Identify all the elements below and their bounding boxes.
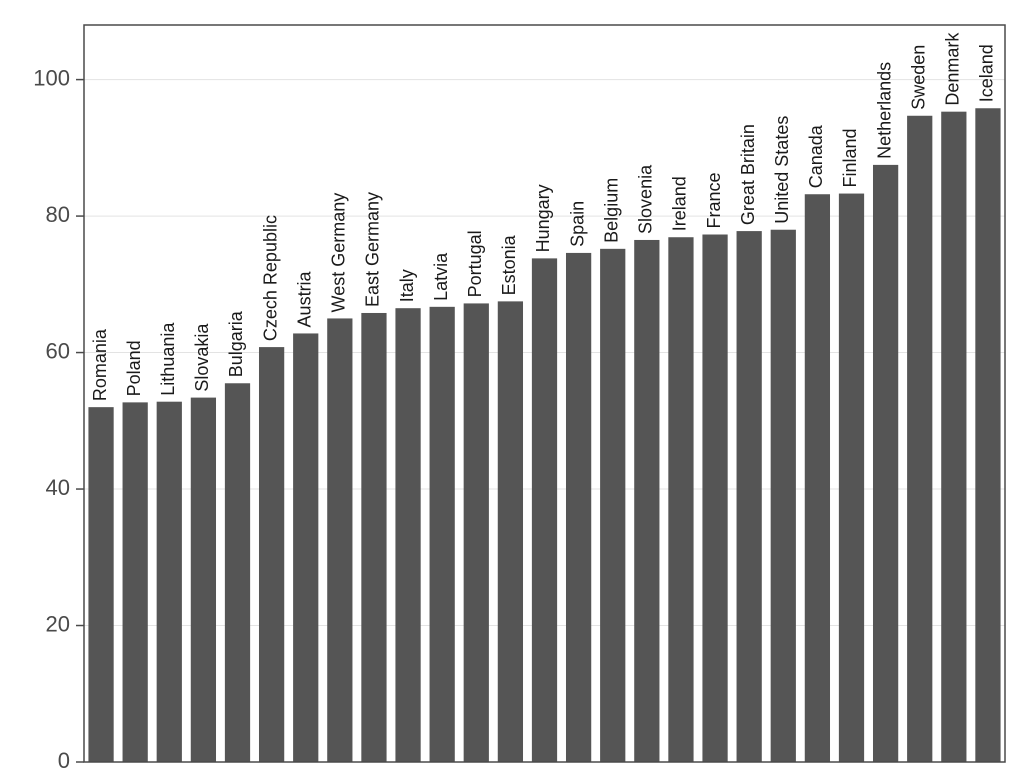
bar [361, 313, 386, 762]
bar-label: Slovenia [636, 164, 656, 234]
bar [157, 402, 182, 762]
bar-label: Poland [124, 340, 144, 396]
bar-label: Estonia [499, 234, 519, 295]
bar [293, 333, 318, 762]
bar-label: Latvia [431, 252, 451, 301]
y-tick-label: 0 [58, 748, 70, 773]
bar-label: Finland [840, 129, 860, 188]
bar-label: Slovakia [192, 323, 212, 392]
bar-label: Italy [397, 269, 417, 302]
bar [566, 253, 591, 762]
bar [805, 194, 830, 762]
bar [668, 237, 693, 762]
bar [941, 112, 966, 762]
bar [259, 347, 284, 762]
bar [634, 240, 659, 762]
bar [225, 383, 250, 762]
bar-label: West Germany [329, 193, 349, 313]
bar [532, 258, 557, 762]
bar [771, 230, 796, 762]
y-tick-label: 20 [46, 611, 70, 636]
bar [907, 116, 932, 762]
bar-label: United States [772, 116, 792, 224]
y-tick-label: 60 [46, 338, 70, 363]
bar-label: Czech Republic [260, 215, 280, 341]
bar [191, 398, 216, 762]
y-tick-label: 80 [46, 202, 70, 227]
bar-label: Ireland [670, 176, 690, 231]
bar-label: Denmark [943, 32, 963, 106]
bar-label: Netherlands [874, 62, 894, 159]
bar-label: Belgium [601, 178, 621, 243]
bar-label: Portugal [465, 230, 485, 297]
bar [839, 194, 864, 762]
bar-label: East Germany [363, 192, 383, 307]
bar-label: Iceland [977, 44, 997, 102]
bar [395, 308, 420, 762]
bar [464, 303, 489, 762]
bar-label: Canada [806, 124, 826, 188]
bar [702, 234, 727, 762]
bar [737, 231, 762, 762]
bar [975, 108, 1000, 762]
bar [88, 407, 113, 762]
y-tick-label: 40 [46, 475, 70, 500]
bar [123, 402, 148, 762]
bar [873, 165, 898, 762]
bar-label: Hungary [533, 184, 553, 252]
bar-label: Spain [567, 201, 587, 247]
bar [430, 307, 455, 762]
bar-label: France [704, 172, 724, 228]
bar [327, 318, 352, 762]
bar-label: Lithuania [158, 322, 178, 396]
bar [498, 301, 523, 762]
country-bar-chart: Romania Poland Lithuania Slovakia Bulgaria Cz… [0, 0, 1024, 774]
bar-label: Bulgaria [226, 310, 246, 377]
bar-label: Great Britain [738, 124, 758, 225]
y-tick-label: 100 [33, 65, 70, 90]
bar-label: Sweden [908, 45, 928, 110]
bar [600, 249, 625, 762]
bar-label: Austria [294, 270, 314, 327]
bar-label: Romania [90, 328, 110, 401]
